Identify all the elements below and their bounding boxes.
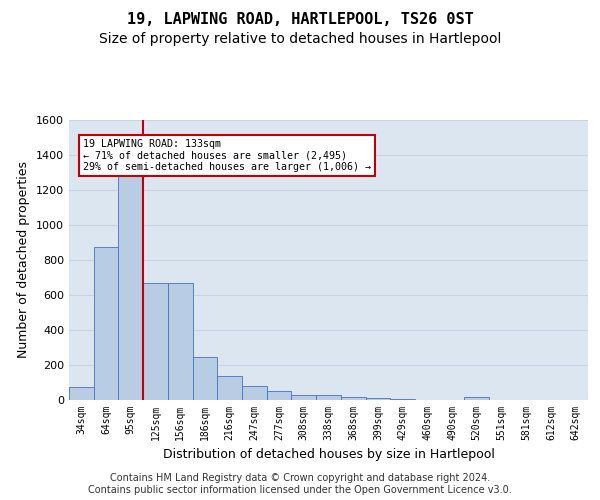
Bar xyxy=(118,169,143,400)
Y-axis label: Number of detached properties: Number of detached properties xyxy=(17,162,31,358)
Bar xyxy=(292,395,316,400)
Bar xyxy=(143,283,168,400)
Text: Contains HM Land Registry data © Crown copyright and database right 2024.
Contai: Contains HM Land Registry data © Crown c… xyxy=(88,474,512,495)
X-axis label: Distribution of detached houses by size in Hartlepool: Distribution of detached houses by size … xyxy=(163,448,494,462)
Bar xyxy=(168,283,193,400)
Text: 19 LAPWING ROAD: 133sqm
← 71% of detached houses are smaller (2,495)
29% of semi: 19 LAPWING ROAD: 133sqm ← 71% of detache… xyxy=(83,139,371,172)
Bar xyxy=(390,399,415,400)
Bar xyxy=(193,357,217,400)
Bar xyxy=(365,398,390,400)
Bar xyxy=(267,391,292,400)
Text: Size of property relative to detached houses in Hartlepool: Size of property relative to detached ho… xyxy=(99,32,501,46)
Bar xyxy=(69,387,94,400)
Bar xyxy=(341,398,365,400)
Bar xyxy=(316,395,341,400)
Bar xyxy=(94,247,118,400)
Bar xyxy=(242,386,267,400)
Bar xyxy=(464,396,489,400)
Text: 19, LAPWING ROAD, HARTLEPOOL, TS26 0ST: 19, LAPWING ROAD, HARTLEPOOL, TS26 0ST xyxy=(127,12,473,28)
Bar xyxy=(217,376,242,400)
